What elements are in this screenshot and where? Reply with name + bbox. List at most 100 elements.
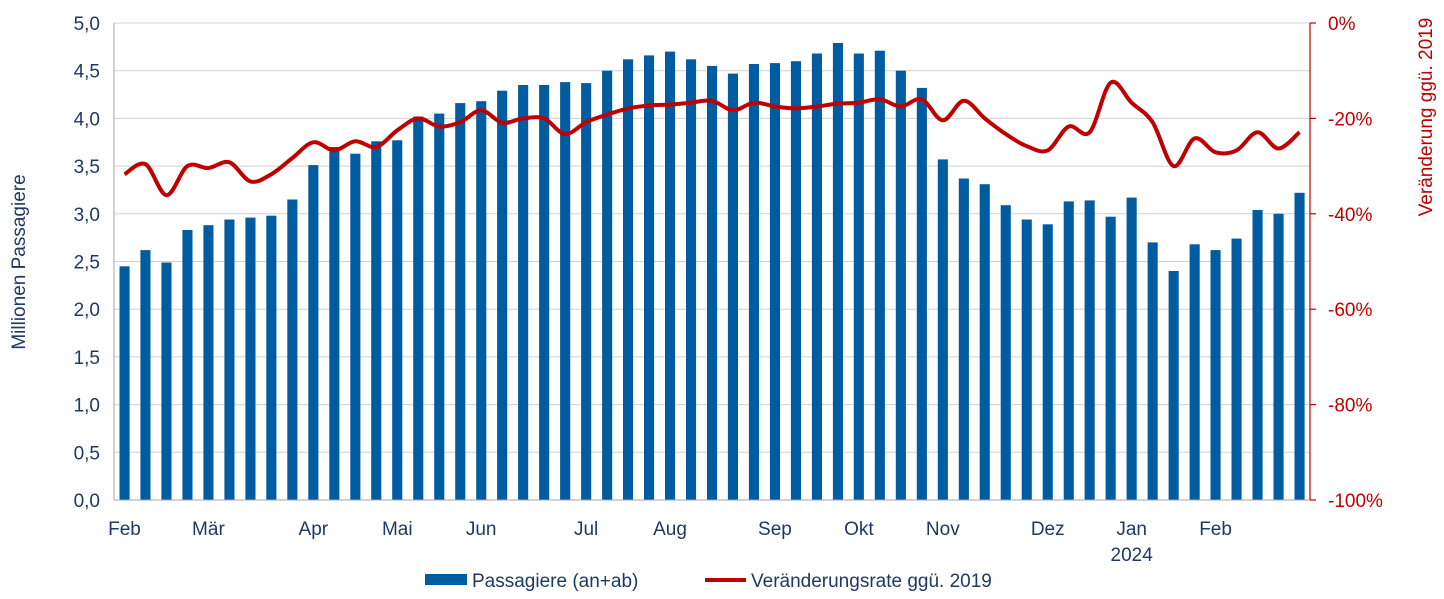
x-tick-label: Feb bbox=[1199, 519, 1232, 540]
bar bbox=[1189, 244, 1200, 500]
bar bbox=[623, 59, 634, 501]
bar bbox=[182, 230, 193, 500]
bar bbox=[1063, 201, 1074, 500]
bar bbox=[161, 262, 172, 500]
bar bbox=[1000, 205, 1011, 500]
bar bbox=[140, 250, 151, 500]
bar bbox=[665, 51, 676, 500]
line-series-path bbox=[123, 79, 1301, 198]
x-tick-label: Aug bbox=[653, 519, 687, 540]
bar bbox=[266, 215, 277, 500]
bar bbox=[1126, 197, 1137, 500]
bar bbox=[497, 90, 508, 500]
axes bbox=[113, 22, 1316, 501]
y-left-tick-label: 3,0 bbox=[74, 205, 100, 226]
y-left-tick-label: 3,5 bbox=[74, 157, 100, 178]
y-left-tick-label: 2,0 bbox=[74, 300, 100, 321]
x-tick-label: Mai bbox=[382, 519, 413, 540]
bar bbox=[560, 82, 571, 500]
bar-series bbox=[119, 43, 1305, 501]
bar bbox=[748, 64, 759, 500]
bar bbox=[119, 266, 130, 500]
y-left-tick-label: 2,5 bbox=[74, 253, 100, 274]
bar bbox=[727, 73, 738, 500]
bar bbox=[539, 85, 550, 500]
y-axis-left-ticks: 0,0 0,5 1,0 1,5 2,0 2,5 3,0 3,5 4,0 4,5 5,0 bbox=[74, 14, 100, 512]
y-left-tick-label: 0,0 bbox=[74, 491, 100, 512]
bar bbox=[434, 113, 445, 500]
bar bbox=[874, 50, 885, 500]
x-tick-label: Jul bbox=[574, 519, 598, 540]
bar bbox=[1168, 271, 1179, 500]
x-tick-label: Jun bbox=[466, 519, 497, 540]
bar bbox=[245, 217, 256, 500]
bar bbox=[518, 85, 529, 500]
bar bbox=[1294, 192, 1305, 501]
y-axis-right-ticks: -100% -80% -60% -40% -20% 0% bbox=[1328, 14, 1383, 512]
bar bbox=[1252, 210, 1263, 500]
x-tick-label: Dez bbox=[1031, 519, 1065, 540]
bar bbox=[476, 101, 487, 500]
bar bbox=[832, 43, 843, 500]
y-axis-left-title: Millionen Passagiere bbox=[9, 174, 30, 349]
bar bbox=[916, 87, 927, 501]
bar bbox=[644, 55, 655, 501]
y-left-tick-label: 1,5 bbox=[74, 348, 100, 369]
bar bbox=[602, 70, 613, 500]
x-axis-ticks: Feb Mär Apr Mai Jun Jul Aug Sep Okt Nov Dez Jan Feb 2… bbox=[108, 519, 1232, 566]
bar bbox=[1147, 242, 1158, 500]
bar bbox=[1231, 238, 1242, 500]
legend: Passagiere (an+ab) Veränderungsrate ggü.… bbox=[425, 571, 992, 592]
bar bbox=[811, 53, 822, 500]
y-right-tick-label: -100% bbox=[1328, 491, 1383, 512]
x-tick-label: Apr bbox=[299, 519, 329, 540]
bar bbox=[1042, 224, 1053, 501]
bar bbox=[707, 65, 718, 501]
x-tick-label: Sep bbox=[758, 519, 792, 540]
y-right-tick-label: -20% bbox=[1328, 109, 1372, 130]
line-series bbox=[123, 79, 1301, 198]
bar bbox=[1105, 216, 1116, 500]
bar bbox=[329, 147, 340, 500]
y-left-tick-label: 4,0 bbox=[74, 109, 100, 130]
bar bbox=[413, 116, 424, 500]
y-left-tick-label: 4,5 bbox=[74, 62, 100, 83]
legend-bar-label: Passagiere (an+ab) bbox=[472, 571, 638, 592]
x-tick-label: Okt bbox=[844, 519, 874, 540]
bar bbox=[371, 141, 382, 501]
bar bbox=[895, 70, 906, 500]
y-axis-right-title: Veränderung ggü. 2019 bbox=[1416, 18, 1437, 217]
y-right-tick-label: -40% bbox=[1328, 205, 1372, 226]
bar bbox=[979, 184, 990, 500]
x-tick-label: Mär bbox=[192, 519, 225, 540]
y-left-tick-label: 1,0 bbox=[74, 396, 100, 417]
x-tick-label: Jan bbox=[1116, 519, 1147, 540]
x-tick-label: Nov bbox=[926, 519, 960, 540]
bar bbox=[224, 219, 235, 500]
bar bbox=[287, 199, 298, 500]
bar bbox=[1210, 250, 1221, 500]
y-left-tick-label: 5,0 bbox=[74, 14, 100, 35]
bar bbox=[455, 103, 466, 500]
bar bbox=[937, 159, 948, 500]
x-year-label: 2024 bbox=[1111, 545, 1154, 566]
bar bbox=[308, 165, 319, 500]
legend-line-label: Veränderungsrate ggü. 2019 bbox=[751, 571, 992, 592]
bar bbox=[392, 140, 403, 501]
x-tick-label: Feb bbox=[108, 519, 141, 540]
bar bbox=[203, 225, 214, 500]
bar bbox=[1273, 213, 1284, 501]
bar bbox=[686, 59, 697, 501]
bar bbox=[790, 61, 801, 500]
y-left-tick-label: 0,5 bbox=[74, 443, 100, 464]
legend-bar-swatch bbox=[425, 574, 467, 585]
y-right-tick-label: 0% bbox=[1328, 14, 1356, 35]
y-right-tick-label: -80% bbox=[1328, 396, 1372, 417]
bar bbox=[581, 83, 592, 500]
y-right-tick-label: -60% bbox=[1328, 300, 1372, 321]
bar bbox=[958, 178, 969, 500]
bar bbox=[1021, 219, 1032, 500]
bar bbox=[853, 53, 864, 500]
bar bbox=[350, 153, 361, 500]
